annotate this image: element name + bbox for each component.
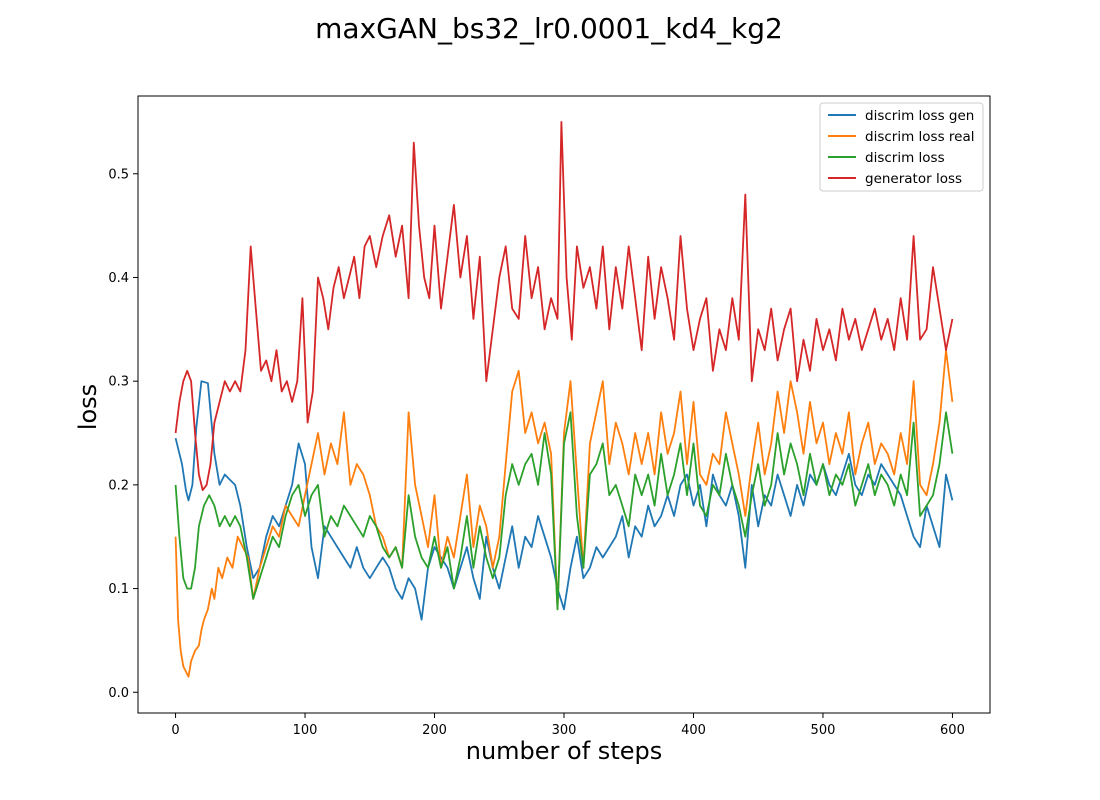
x-tick-label: 0	[171, 723, 179, 738]
chart-title: maxGAN_bs32_lr0.0001_kd4_kg2	[315, 12, 783, 45]
plot-lines	[174, 121, 954, 678]
y-tick-label: 0.0	[108, 686, 129, 701]
legend-box	[819, 102, 984, 192]
y-axis-label: loss	[74, 384, 102, 430]
series-line-2	[174, 349, 954, 678]
x-tick-label: 600	[940, 723, 965, 738]
x-axis: 0 100 200 300 400 500 600	[171, 713, 965, 738]
y-tick-label: 0.1	[108, 582, 129, 597]
y-tick-label: 0.4	[108, 271, 129, 286]
x-tick-label: 500	[811, 723, 836, 738]
y-tick-label: 0.2	[108, 478, 129, 493]
x-tick-label: 200	[422, 723, 447, 738]
legend-entry: discrim loss	[865, 150, 945, 166]
x-tick-label: 300	[552, 723, 577, 738]
series-line-1	[174, 380, 954, 621]
x-tick-label: 100	[293, 723, 318, 738]
legend-entry: generator loss	[865, 171, 962, 187]
series-line-4	[174, 121, 954, 492]
legend: discrim loss gen discrim loss real discrim…	[819, 102, 984, 192]
y-tick-label: 0.5	[108, 167, 129, 182]
series-line-3	[174, 411, 954, 611]
y-axis: 0.0 0.1 0.2 0.3 0.4 0.5	[108, 167, 138, 701]
x-tick-label: 400	[681, 723, 706, 738]
legend-entry: discrim loss real	[865, 129, 974, 145]
legend-entry: discrim loss gen	[865, 108, 974, 124]
x-axis-label: number of steps	[466, 737, 662, 765]
y-tick-label: 0.3	[108, 375, 129, 390]
